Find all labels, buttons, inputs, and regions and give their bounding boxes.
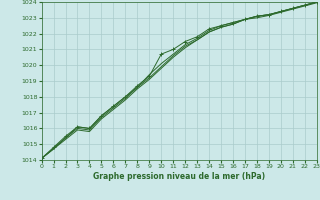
X-axis label: Graphe pression niveau de la mer (hPa): Graphe pression niveau de la mer (hPa) [93, 172, 265, 181]
